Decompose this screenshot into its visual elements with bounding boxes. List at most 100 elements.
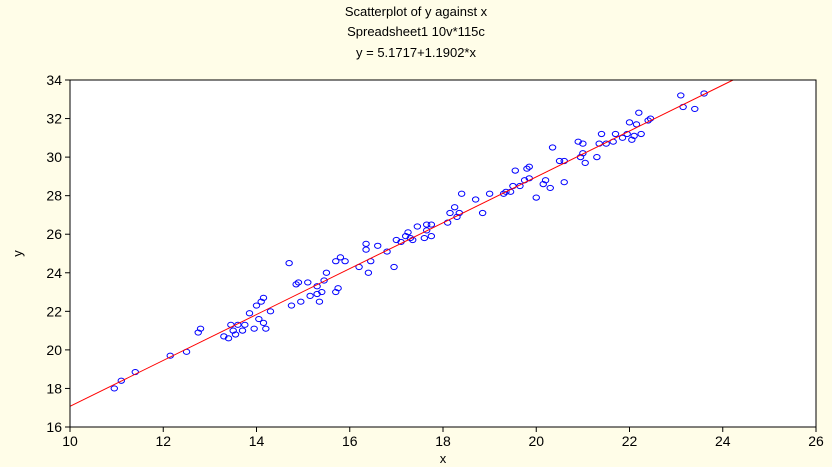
regression-equation: y = 5.1717+1.1902*x xyxy=(356,45,476,60)
data-point xyxy=(334,285,342,292)
data-point xyxy=(196,325,205,332)
data-point xyxy=(364,269,373,276)
data-point xyxy=(700,90,708,97)
data-point xyxy=(539,181,547,188)
data-point xyxy=(266,308,275,315)
data-point xyxy=(548,144,557,151)
data-point xyxy=(332,258,340,265)
x-tick-label: 10 xyxy=(62,433,78,449)
data-point xyxy=(635,109,643,116)
chart-title: Scatterplot of y against x xyxy=(344,4,488,19)
data-point xyxy=(532,194,540,201)
data-point xyxy=(632,121,641,128)
y-axis: 16 18 20 22 24 26 28 30 32 34 xyxy=(46,72,70,435)
data-point xyxy=(390,263,398,271)
data-point xyxy=(546,184,554,192)
data-point xyxy=(485,190,494,197)
data-point xyxy=(453,213,461,220)
data-point xyxy=(245,310,254,317)
data-point xyxy=(250,325,258,332)
data-point xyxy=(332,288,340,296)
data-point xyxy=(593,154,601,161)
data-point xyxy=(618,134,627,141)
data-point xyxy=(110,385,118,392)
data-point xyxy=(241,321,249,328)
y-tick-label: 30 xyxy=(46,149,62,165)
x-tick-label: 24 xyxy=(715,433,731,449)
y-tick-label: 16 xyxy=(46,419,62,435)
data-point xyxy=(315,298,324,305)
x-tick-label: 14 xyxy=(249,433,265,449)
y-tick-label: 20 xyxy=(46,342,62,358)
y-tick-label: 32 xyxy=(46,111,62,127)
data-point xyxy=(478,209,487,217)
data-point xyxy=(637,130,645,138)
data-point xyxy=(224,335,233,342)
data-point xyxy=(413,223,422,230)
data-point xyxy=(238,327,247,334)
data-point xyxy=(259,294,268,301)
plot-area xyxy=(70,80,816,427)
data-point xyxy=(294,279,303,286)
data-point xyxy=(259,319,268,326)
data-point xyxy=(628,136,636,143)
y-axis-label: y xyxy=(10,250,25,257)
data-point xyxy=(677,92,685,99)
x-tick-label: 22 xyxy=(622,433,638,449)
data-point xyxy=(691,105,699,113)
data-point xyxy=(194,329,202,336)
data-point xyxy=(255,315,263,323)
x-tick-label: 16 xyxy=(342,433,358,449)
x-tick-label: 18 xyxy=(435,433,451,449)
x-tick-label: 26 xyxy=(808,433,824,449)
data-point xyxy=(117,377,125,384)
data-point xyxy=(499,190,508,197)
y-tick-label: 28 xyxy=(46,188,62,204)
data-point xyxy=(306,292,314,300)
data-point xyxy=(322,269,331,276)
data-point xyxy=(471,196,480,203)
regression-line xyxy=(69,79,734,407)
data-point xyxy=(611,130,620,138)
data-point xyxy=(525,163,533,170)
data-point xyxy=(446,209,454,217)
data-point xyxy=(579,150,587,157)
data-point xyxy=(625,119,634,126)
data-point xyxy=(320,277,328,284)
y-tick-label: 34 xyxy=(46,72,62,88)
data-point xyxy=(257,298,265,305)
data-point xyxy=(555,157,564,165)
data-point xyxy=(374,242,382,249)
data-point xyxy=(231,331,240,338)
x-tick-label: 20 xyxy=(528,433,544,449)
data-point xyxy=(560,179,568,186)
data-point xyxy=(406,234,415,242)
data-point xyxy=(420,234,429,242)
data-point xyxy=(541,177,550,184)
y-tick-label: 18 xyxy=(46,380,62,396)
data-point xyxy=(262,325,270,332)
data-point xyxy=(422,221,431,228)
chart-subtitle: Spreadsheet1 10v*115c xyxy=(347,24,485,39)
data-point xyxy=(287,302,296,309)
data-point xyxy=(502,188,510,195)
data-points xyxy=(110,90,708,392)
data-point xyxy=(297,298,305,305)
data-point xyxy=(581,159,589,166)
data-point xyxy=(597,130,606,138)
data-point xyxy=(229,327,237,334)
data-point xyxy=(511,167,519,174)
data-point xyxy=(318,288,326,296)
data-point xyxy=(336,254,345,261)
data-point xyxy=(362,246,370,253)
data-point xyxy=(341,258,349,265)
data-point xyxy=(285,260,293,267)
data-point xyxy=(304,279,312,286)
data-point xyxy=(450,204,459,211)
y-tick-label: 26 xyxy=(46,226,62,242)
data-point xyxy=(292,281,300,288)
data-point xyxy=(252,302,261,309)
data-point xyxy=(427,221,436,228)
data-point xyxy=(630,132,638,140)
